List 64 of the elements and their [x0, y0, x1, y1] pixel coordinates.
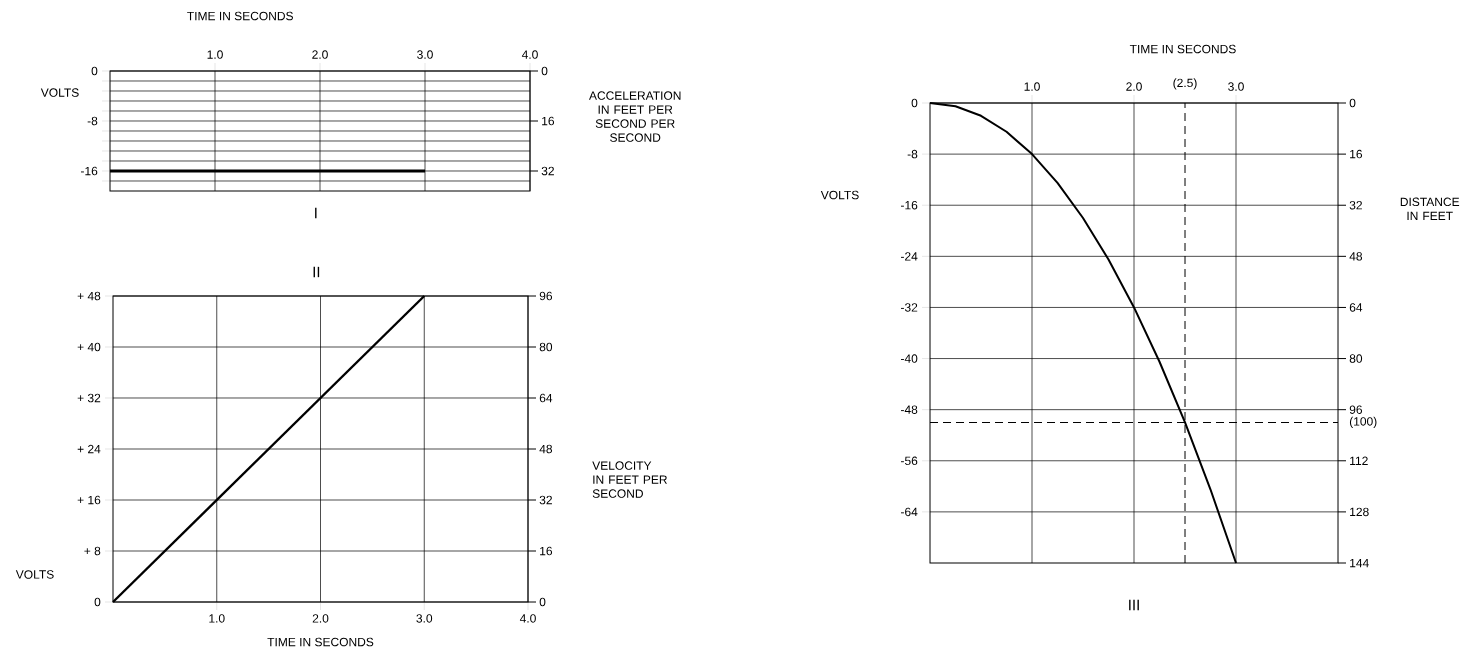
y-tick-label: -32: [901, 303, 918, 312]
y2-tick-label: 144: [1350, 558, 1369, 568]
y2-axis-title: ACCELERATION IN FEET PER SECOND PER SECOND: [588, 91, 681, 142]
y2-tick-label: 64: [539, 393, 553, 403]
x-tick-label: 2.0: [312, 50, 328, 59]
ref-line-label: (100): [1349, 416, 1377, 429]
x-tick-label: 2.0: [1126, 82, 1142, 91]
y2-tick-label: 0: [539, 597, 546, 607]
y-tick-label: -24: [901, 252, 918, 261]
y2-tick-label: 32: [539, 495, 552, 505]
x-tick-label: 4.0: [521, 50, 538, 59]
x-tick-label: 1.0: [209, 614, 225, 623]
y2-axis-title: DISTANCE IN FEET: [1400, 197, 1460, 220]
y2-tick-label: 128: [1350, 507, 1369, 517]
x-tick-label: 4.0: [519, 614, 536, 623]
x-tick-label: 3.0: [416, 614, 433, 623]
x-axis-title: TIME IN SECONDS: [1129, 44, 1236, 54]
y2-tick-label: 96: [539, 291, 553, 301]
ref-line-label: (2.5): [1173, 78, 1197, 90]
y-tick-label: -56: [901, 456, 918, 466]
y-tick-label: -8: [907, 149, 918, 159]
text: I: [315, 207, 317, 219]
y2-tick-label: 32: [541, 166, 554, 176]
y-tick-label: + 48: [77, 291, 101, 301]
x-axis-title: TIME IN SECONDS: [267, 637, 374, 647]
y2-tick-label: 48: [539, 444, 553, 454]
text: III: [1129, 599, 1139, 611]
y-tick-label: + 8: [84, 546, 101, 556]
x-tick-label: 3.0: [417, 50, 433, 59]
y2-tick-label: 16: [542, 116, 555, 126]
y2-tick-label: 80: [539, 342, 553, 352]
y2-tick-label: 32: [1349, 200, 1362, 210]
x-tick-label: 1.0: [1024, 82, 1040, 91]
y-tick-label: -48: [901, 405, 918, 414]
y-tick-label: + 40: [77, 342, 101, 352]
x-tick-label: 2.0: [312, 614, 329, 623]
y-tick-label: 0: [911, 98, 918, 108]
y-tick-label: + 16: [77, 495, 101, 505]
y-axis-title: VOLTS: [15, 570, 54, 579]
y-tick-label: -64: [901, 507, 918, 517]
chart-title: II: [313, 266, 320, 278]
y-tick-label: -16: [901, 200, 918, 210]
y2-tick-label: 0: [541, 66, 548, 76]
y-tick-label: + 32: [77, 393, 101, 403]
y2-tick-label: 16: [540, 546, 553, 556]
y2-tick-label: 80: [1349, 354, 1363, 363]
y2-tick-label: 48: [1349, 252, 1363, 261]
y-tick-label: -16: [81, 166, 98, 176]
y-tick-label: 0: [94, 597, 101, 607]
y2-tick-label: 0: [1349, 98, 1356, 108]
y-tick-label: + 24: [77, 444, 101, 454]
y-tick-label: -40: [901, 354, 918, 363]
x-axis-title: TIME IN SECONDS: [187, 11, 293, 21]
y-axis-title: VOLTS: [820, 190, 859, 200]
y2-tick-label: 96: [1349, 405, 1363, 414]
y-tick-label: -8: [87, 116, 98, 126]
y2-tick-label: 112: [1350, 456, 1368, 465]
x-tick-label: 1.0: [207, 50, 223, 59]
y2-axis-title: VELOCITY IN FEET PER SECOND: [592, 461, 667, 498]
y2-tick-label: 64: [1349, 303, 1363, 312]
x-tick-label: 3.0: [1228, 82, 1244, 91]
y-tick-label: 0: [91, 66, 98, 76]
y-axis-title: VOLTS: [40, 88, 79, 97]
y2-tick-label: 16: [1350, 149, 1363, 159]
